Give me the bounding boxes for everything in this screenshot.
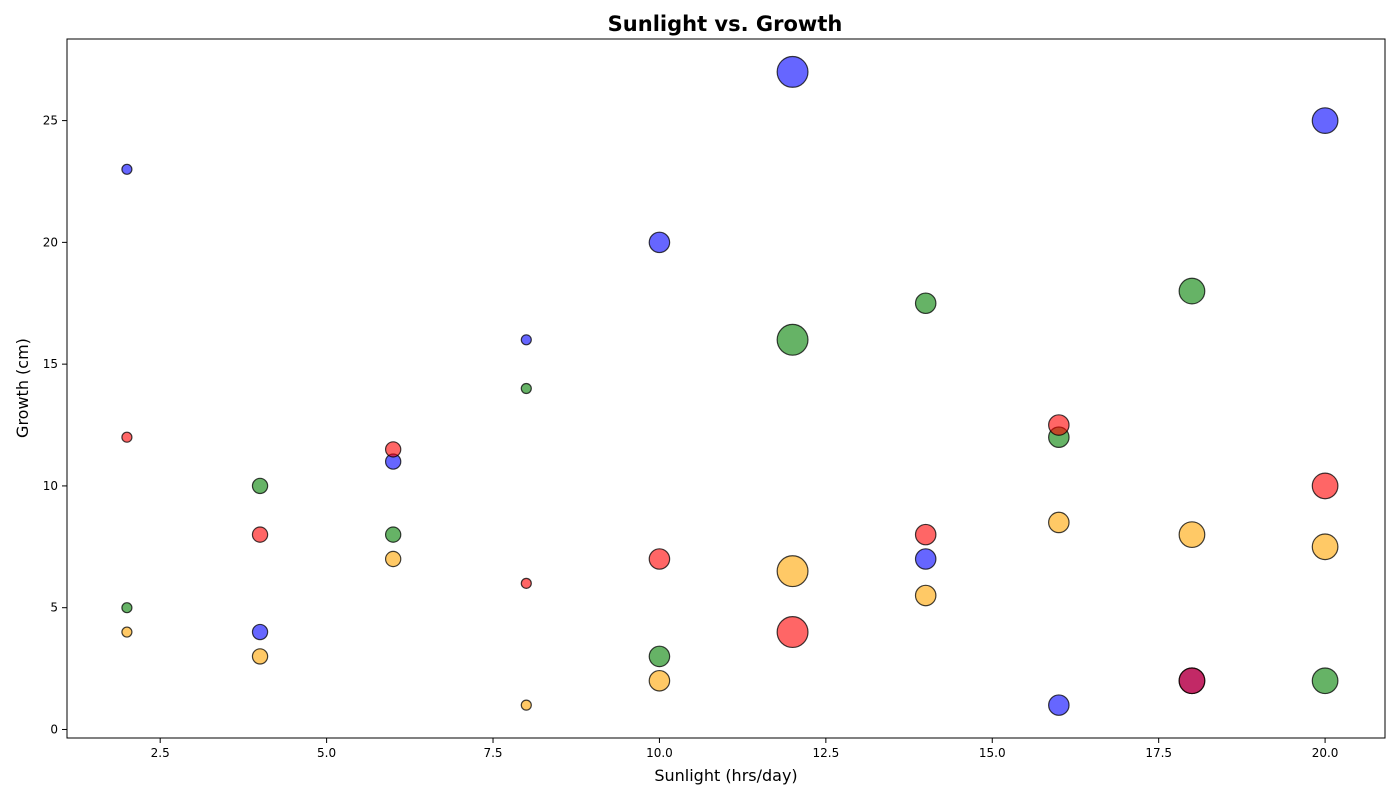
x-tick-label-1: 5.0 [317,746,336,760]
points-layer [121,55,1339,716]
data-point-s1-p4 [648,645,671,668]
data-point-s0-p9 [1311,107,1339,134]
data-point-s3-p1 [251,648,269,665]
x-tick-label-5: 15.0 [979,746,1006,760]
data-point-s3-p2 [384,550,402,568]
y-axis-ticks: 0 5 10 15 20 25 [43,114,67,736]
data-point-s1-p0 [121,602,133,614]
data-point-s1-p8 [1178,277,1206,305]
data-point-s0-p7 [1048,694,1070,716]
data-point-s1-p2 [384,526,402,543]
data-point-s2-p2 [384,441,402,458]
x-axis-ticks: 2.5 5.0 7.5 10.0 12.5 15.0 17.5 20.0 [151,738,1339,760]
x-tick-label-2: 7.5 [483,746,502,760]
y-axis-label: Growth (cm) [13,338,32,438]
data-point-s0-p5 [776,55,809,88]
data-point-s2-p9 [1311,472,1339,500]
data-point-s3-p0 [121,626,133,638]
x-tick-label-3: 10.0 [646,746,673,760]
data-point-s1-p1 [251,477,269,495]
data-point-s0-p6 [914,548,937,570]
data-point-s3-p3 [520,699,532,711]
data-point-s3-p8 [1178,521,1206,549]
data-point-s2-p0 [121,431,133,443]
y-tick-label-4: 20 [43,235,58,249]
data-point-s3-p4 [648,669,671,692]
data-point-s1-p5 [776,323,809,356]
data-point-s2-p5 [776,616,809,649]
data-point-s2-p7 [1048,414,1070,436]
data-point-s2-p1 [251,526,269,543]
data-point-s1-p6 [914,292,937,315]
x-tick-label-6: 17.5 [1145,746,1172,760]
x-tick-label-7: 20.0 [1312,746,1339,760]
data-point-s2-p8 [1178,667,1206,695]
data-point-s0-p4 [648,231,671,254]
data-point-s0-p3 [520,334,532,346]
y-tick-label-2: 10 [43,479,58,493]
data-point-s0-p1 [251,623,269,641]
plot-frame [66,38,1386,739]
data-point-s3-p6 [914,584,937,607]
y-tick-label-5: 25 [43,114,58,128]
y-tick-label-0: 0 [50,722,58,736]
data-point-s0-p0 [121,163,133,175]
data-point-s2-p6 [914,523,937,546]
y-tick-label-3: 15 [43,357,58,371]
data-point-s1-p3 [520,382,532,395]
data-point-s2-p4 [648,548,671,570]
x-axis-label: Sunlight (hrs/day) [654,766,797,785]
x-tick-label-4: 12.5 [812,746,839,760]
data-point-s3-p5 [776,555,809,588]
data-point-s3-p9 [1311,533,1339,561]
chart-title: Sunlight vs. Growth [608,12,843,36]
data-point-s1-p9 [1311,667,1339,695]
x-tick-label-0: 2.5 [151,746,170,760]
data-point-s2-p3 [520,577,532,589]
y-tick-label-1: 5 [50,601,58,615]
data-point-s3-p7 [1048,511,1070,534]
